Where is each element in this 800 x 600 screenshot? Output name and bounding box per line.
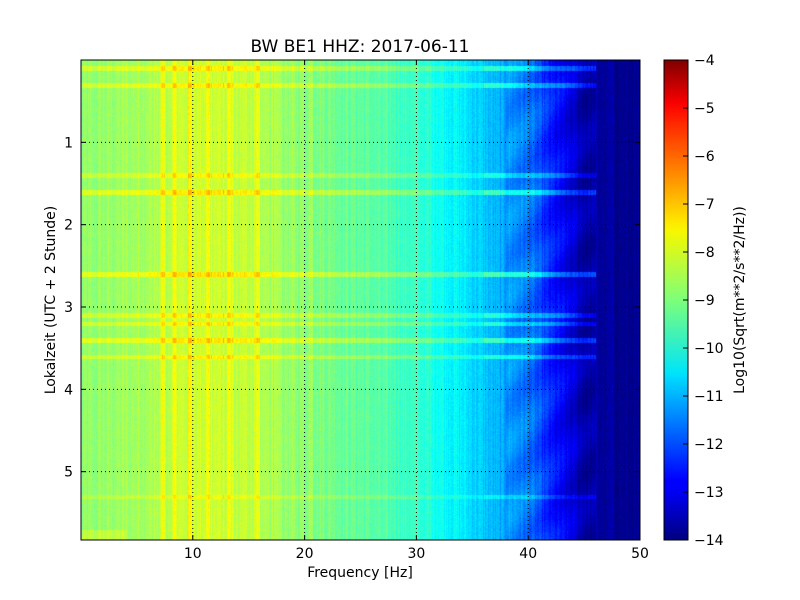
colorbar-tick-label: −4 xyxy=(694,53,715,69)
x-tick-label: 20 xyxy=(296,546,314,562)
colorbar-tick-label: −8 xyxy=(694,245,715,261)
spectrogram-heatmap xyxy=(81,60,640,540)
colorbar-tick-label: −9 xyxy=(694,293,715,309)
colorbar-tick-label: −6 xyxy=(694,149,715,165)
x-tick-label: 50 xyxy=(631,546,649,562)
y-axis-label: Lokalzeit (UTC + 2 Stunde) xyxy=(43,206,59,395)
colorbar: −4 −5 −6 −7 −8 −9 −10 −11 −12 −13 −14 Log10(Sqrt(m… xyxy=(663,53,748,549)
x-tick-label: 30 xyxy=(407,546,425,562)
y-tick-label: 5 xyxy=(64,465,73,481)
x-axis: 10 20 30 40 50 xyxy=(184,60,649,562)
y-axis: 1 2 3 4 5 xyxy=(64,135,640,481)
colorbar-tick-label: −14 xyxy=(694,533,724,549)
colorbar-tick-label: −13 xyxy=(694,485,724,501)
colorbar-tick-label: −11 xyxy=(694,389,724,405)
y-tick-label: 1 xyxy=(64,135,73,151)
colorbar-tick-label: −7 xyxy=(694,197,715,213)
colorbar-label: Log10(Sqrt(m**2/s**2/Hz)) xyxy=(732,206,748,394)
x-tick-label: 40 xyxy=(519,546,537,562)
grid-lines xyxy=(81,60,640,540)
colorbar-tick-label: −10 xyxy=(694,341,724,357)
plot-area: 10 20 30 40 50 1 2 3 4 5 xyxy=(64,59,649,562)
colorbar-ticks: −4 −5 −6 −7 −8 −9 −10 −11 −12 −13 −14 xyxy=(683,53,724,549)
x-tick-label: 10 xyxy=(184,546,202,562)
y-tick-label: 3 xyxy=(64,300,73,316)
x-axis-label: Frequency [Hz] xyxy=(307,565,413,581)
y-tick-label: 4 xyxy=(64,382,73,398)
chart-title: BW BE1 HHZ: 2017-06-11 xyxy=(250,37,469,57)
colorbar-tick-label: −12 xyxy=(694,437,724,453)
colorbar-tick-label: −5 xyxy=(694,101,715,117)
y-tick-label: 2 xyxy=(64,218,73,234)
plot-frame xyxy=(80,59,641,541)
